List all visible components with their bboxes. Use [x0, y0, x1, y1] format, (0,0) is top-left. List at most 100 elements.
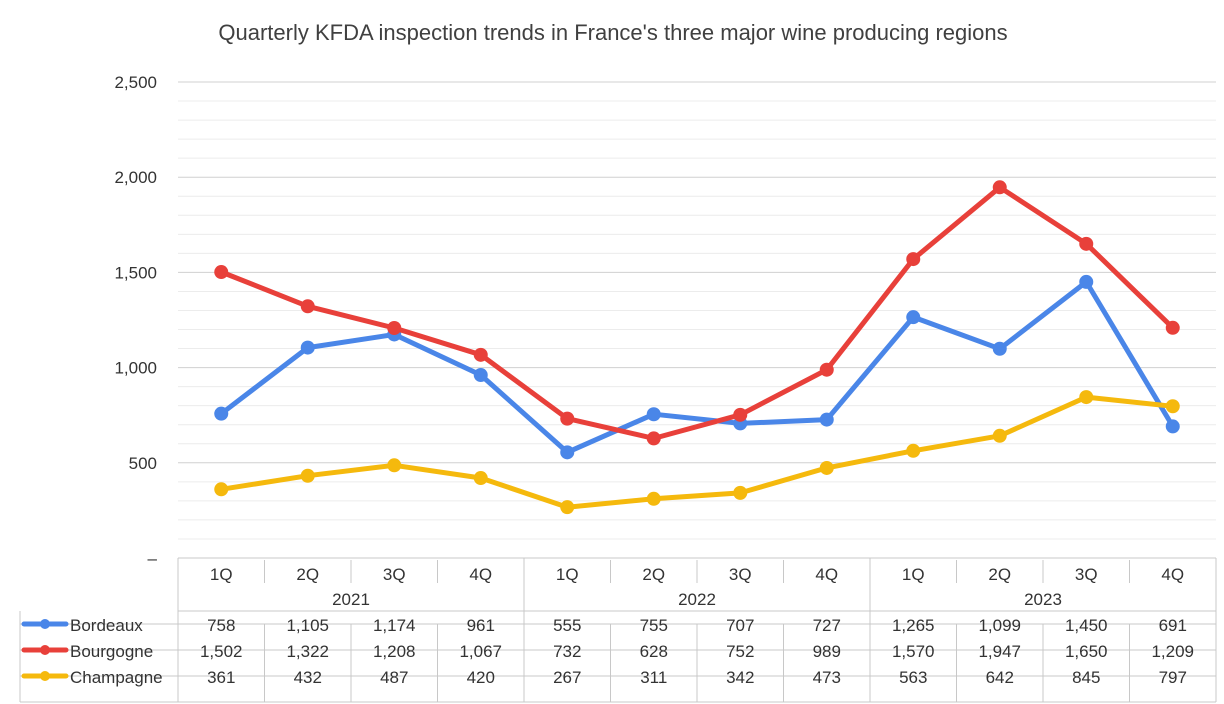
- data-label: 555: [553, 616, 581, 635]
- legend-label: Bordeaux: [70, 616, 143, 635]
- data-point: [819, 412, 834, 427]
- data-label: 1,099: [978, 616, 1021, 635]
- data-point: [906, 310, 921, 325]
- data-point: [300, 340, 315, 355]
- data-label: 642: [986, 668, 1014, 687]
- data-label: 845: [1072, 668, 1100, 687]
- year-label: 2021: [332, 590, 370, 609]
- series-line: [218, 184, 1176, 441]
- y-tick-label: 500: [129, 454, 157, 473]
- data-point: [1165, 399, 1180, 414]
- data-point: [992, 180, 1007, 195]
- data-point: [906, 252, 921, 267]
- x-tick-label: 4Q: [1161, 565, 1184, 584]
- y-tick-label: 2,000: [114, 168, 157, 187]
- x-tick-label: 3Q: [729, 565, 752, 584]
- x-tick-label: 1Q: [556, 565, 579, 584]
- data-label: 797: [1159, 668, 1187, 687]
- data-label: 342: [726, 668, 754, 687]
- data-label: 961: [467, 616, 495, 635]
- data-label: 628: [640, 642, 668, 661]
- data-label: 752: [726, 642, 754, 661]
- data-label: 1,947: [978, 642, 1021, 661]
- data-point: [646, 431, 661, 446]
- x-tick-label: 3Q: [383, 565, 406, 584]
- legend-entry: Bordeaux: [21, 616, 143, 635]
- series-bordeaux: [214, 274, 1180, 460]
- legend-entry: Bourgogne: [21, 642, 153, 661]
- data-label: 732: [553, 642, 581, 661]
- data-point: [214, 482, 229, 497]
- x-tick-label: 1Q: [902, 565, 925, 584]
- data-label: 1,208: [373, 642, 416, 661]
- data-label: 707: [726, 616, 754, 635]
- data-label: 758: [207, 616, 235, 635]
- data-label: 755: [640, 616, 668, 635]
- data-point: [300, 299, 315, 314]
- year-label: 2022: [678, 590, 716, 609]
- data-point: [1165, 419, 1180, 434]
- chart-title: Quarterly KFDA inspection trends in Fran…: [218, 20, 1007, 45]
- data-label: 1,105: [286, 616, 329, 635]
- data-point: [1079, 236, 1094, 251]
- data-point: [387, 320, 402, 335]
- y-tick-label: 2,500: [114, 73, 157, 92]
- data-label: 311: [640, 668, 667, 687]
- data-label: 487: [380, 668, 408, 687]
- x-tick-label: 1Q: [210, 565, 233, 584]
- gridlines: [178, 81, 1216, 540]
- data-point: [646, 407, 661, 422]
- data-label: 1,209: [1151, 642, 1194, 661]
- series-bourgogne: [214, 180, 1180, 446]
- legend-label: Bourgogne: [70, 642, 153, 661]
- year-label: 2023: [1024, 590, 1062, 609]
- x-tick-label: 2Q: [642, 565, 665, 584]
- series-line: [218, 394, 1176, 510]
- data-label: 361: [207, 668, 235, 687]
- data-point: [1165, 320, 1180, 335]
- data-label: 267: [553, 668, 581, 687]
- data-point: [733, 407, 748, 422]
- x-tick-label: 2Q: [988, 565, 1011, 584]
- data-point: [1079, 274, 1094, 289]
- data-table: 1Q 2Q 3Q 4Q 1Q 2Q 3Q 4Q 1Q 2Q 3Q 4Q 2021 2022 2023 Bord…: [19, 557, 1217, 703]
- data-label: 1,174: [373, 616, 416, 635]
- legend-label: Champagne: [70, 668, 163, 687]
- data-point: [646, 491, 661, 506]
- y-tick-label: 1,500: [114, 263, 157, 282]
- data-label: 989: [813, 642, 841, 661]
- data-label: 727: [813, 616, 841, 635]
- data-point: [1079, 390, 1094, 405]
- legend-marker: [40, 645, 50, 655]
- legend-entry: Champagne: [21, 668, 163, 687]
- data-point: [560, 411, 575, 426]
- data-point: [214, 265, 229, 280]
- data-point: [560, 500, 575, 515]
- data-label: 1,650: [1065, 642, 1108, 661]
- data-point: [819, 460, 834, 475]
- data-point: [387, 458, 402, 473]
- data-label: 1,450: [1065, 616, 1108, 635]
- data-point: [560, 445, 575, 460]
- data-point: [906, 443, 921, 458]
- data-label: 1,502: [200, 642, 243, 661]
- y-axis: – 500 1,000 1,500 2,000 2,500: [114, 73, 157, 568]
- series-champagne: [214, 390, 1180, 515]
- x-tick-label: 4Q: [815, 565, 838, 584]
- data-label: 1,322: [286, 642, 329, 661]
- x-tick-label: 4Q: [469, 565, 492, 584]
- y-tick-label: 1,000: [114, 359, 157, 378]
- data-label: 563: [899, 668, 927, 687]
- data-label: 1,067: [459, 642, 502, 661]
- y-tick-label: –: [148, 549, 158, 568]
- x-tick-label: 2Q: [296, 565, 319, 584]
- series-layer: [214, 180, 1180, 515]
- data-point: [992, 341, 1007, 356]
- data-label: 432: [294, 668, 322, 687]
- data-point: [473, 368, 488, 383]
- data-point: [300, 468, 315, 483]
- data-point: [473, 347, 488, 362]
- data-point: [473, 471, 488, 486]
- data-label: 420: [467, 668, 495, 687]
- data-point: [733, 485, 748, 500]
